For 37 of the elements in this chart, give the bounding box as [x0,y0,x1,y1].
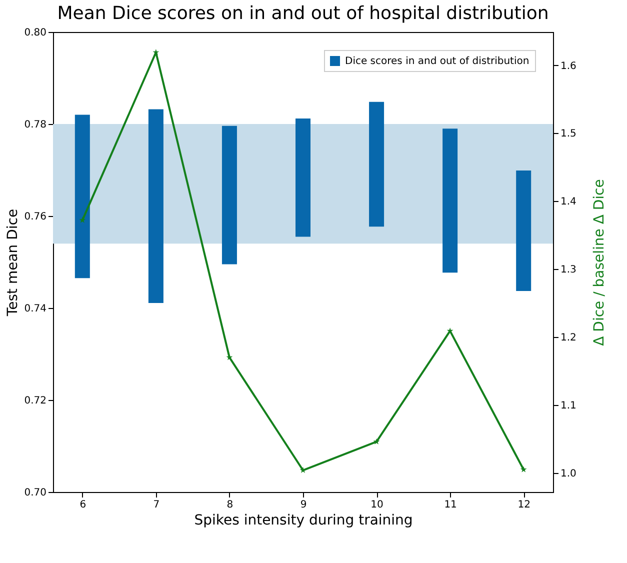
y2-tick-label: 1.6 [560,60,576,72]
x-tick-label: 10 [370,500,384,510]
bar [222,126,237,264]
point [79,216,86,223]
bar [296,118,310,237]
bar [369,102,384,227]
y2-tick-label: 1.2 [560,332,576,344]
y2-tick-label: 1.0 [560,468,576,480]
legend-label: Dice scores in and out of distribution [345,56,530,67]
y2-tick-label: 1.3 [560,264,576,276]
y-tick-label: 0.78 [24,120,46,130]
x-tick-label: 12 [518,500,530,510]
bar [148,109,164,303]
point [152,49,160,56]
point [373,438,380,444]
point [520,466,527,472]
x-tick-label: 7 [153,500,160,510]
y-tick-label: 0.72 [24,396,46,406]
y2-tick-label: 1.1 [560,400,576,412]
chart-title: Mean Dice scores on in and out of hospital distribution [57,3,549,24]
y-tick-label: 0.74 [24,304,46,314]
y2-tick-label: 1.5 [560,128,576,140]
x-tick-label: 9 [300,500,307,510]
y-tick-label: 0.80 [24,28,46,38]
y-tick-label: 0.70 [24,488,46,498]
x-tick-label: 11 [444,500,457,510]
bar [516,170,532,291]
x-tick-label: 6 [80,500,86,510]
y-tick-label: 0.76 [24,212,46,222]
x-tick-label: 8 [226,500,234,510]
y2-tick-label: 1.4 [560,196,576,208]
bar [442,128,458,273]
bar [74,114,90,278]
x-axis-title: Spikes intensity during training [194,512,413,528]
y-axis-title: Test mean Dice [5,208,22,318]
point [226,354,233,360]
y2-axis-title: Δ Dice / baseline Δ Dice [591,179,608,346]
